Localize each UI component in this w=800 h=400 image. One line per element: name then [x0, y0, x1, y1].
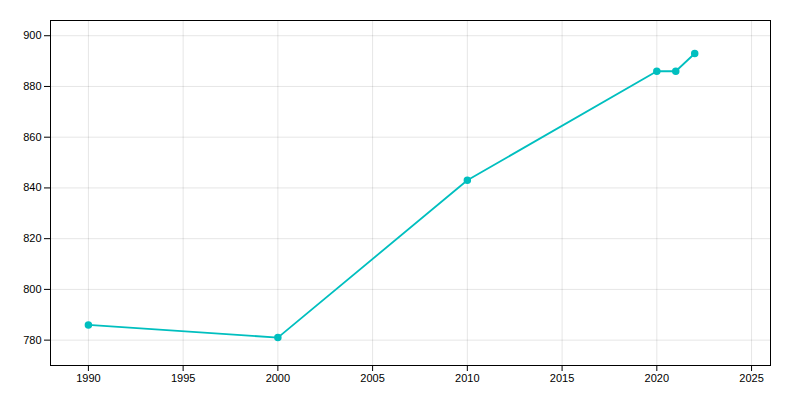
- svg-text:840: 840: [23, 181, 41, 193]
- svg-text:900: 900: [23, 29, 41, 41]
- svg-text:2015: 2015: [550, 372, 574, 384]
- svg-text:2010: 2010: [455, 372, 479, 384]
- svg-text:880: 880: [23, 80, 41, 92]
- svg-text:2020: 2020: [645, 372, 669, 384]
- svg-text:2000: 2000: [266, 372, 290, 384]
- svg-text:2005: 2005: [360, 372, 384, 384]
- svg-text:1995: 1995: [171, 372, 195, 384]
- svg-text:1990: 1990: [76, 372, 100, 384]
- svg-text:860: 860: [23, 131, 41, 143]
- svg-text:780: 780: [23, 334, 41, 346]
- svg-text:800: 800: [23, 283, 41, 295]
- svg-text:2025: 2025: [739, 372, 763, 384]
- svg-text:820: 820: [23, 232, 41, 244]
